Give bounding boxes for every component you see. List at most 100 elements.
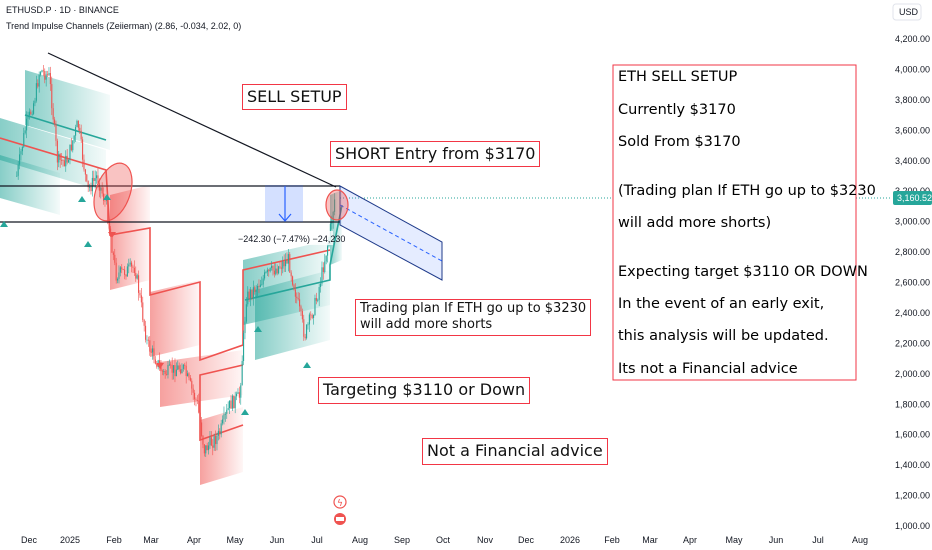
- candle-body: [173, 365, 175, 373]
- candle-body: [70, 144, 72, 151]
- candle-body: [304, 336, 306, 339]
- measure-range[interactable]: [265, 185, 303, 222]
- signal-markers: [0, 194, 311, 415]
- candle-body: [77, 120, 79, 128]
- price-tick-label: 2,000.00: [895, 369, 930, 379]
- analysis-box-text: ETH SELL SETUP Currently $3170 Sold From $…: [618, 69, 876, 377]
- candle-body: [164, 371, 166, 375]
- candle-body: [68, 160, 70, 163]
- time-tick-label: Sep: [394, 535, 410, 545]
- sell-setup-tag[interactable]: SELL SETUP: [242, 84, 347, 110]
- candle-body: [59, 153, 61, 160]
- candle-body: [103, 193, 105, 201]
- candle-body: [93, 177, 95, 181]
- candle-body: [285, 260, 287, 267]
- flash-icon[interactable]: [333, 495, 347, 509]
- candle-body: [19, 154, 21, 165]
- candle-body: [321, 267, 323, 284]
- candle-body: [332, 211, 334, 222]
- candle-body: [122, 269, 124, 270]
- candle-body: [84, 169, 86, 175]
- candle-body: [286, 260, 288, 264]
- candlestick-series[interactable]: [16, 64, 336, 457]
- candle-body: [90, 186, 92, 192]
- candle-body: [89, 186, 91, 188]
- price-tick-label: 3,400.00: [895, 156, 930, 166]
- candle-body: [96, 175, 98, 179]
- not-advice-tag[interactable]: Not a Financial advice: [422, 438, 608, 465]
- candle-body: [48, 73, 50, 75]
- descending-trendline[interactable]: [47, 52, 337, 188]
- analysis-box[interactable]: [612, 64, 857, 381]
- candle-body: [62, 160, 64, 161]
- channel-midline: [244, 204, 343, 301]
- candle-body: [195, 399, 197, 401]
- time-tick-label: Nov: [477, 535, 494, 545]
- candle-body: [34, 100, 36, 104]
- candle-body: [223, 414, 225, 420]
- candle-body: [163, 371, 165, 372]
- candle-body: [111, 236, 113, 253]
- candle-body: [69, 144, 71, 161]
- price-tick-label: 1,800.00: [895, 399, 930, 409]
- candle-body: [177, 365, 179, 370]
- time-tick-label: Dec: [518, 535, 535, 545]
- candle-body: [292, 276, 294, 285]
- candle-body: [199, 412, 201, 423]
- candle-body: [252, 287, 254, 298]
- candle-body: [101, 187, 103, 194]
- candle-body: [243, 333, 245, 361]
- buy-signal-icon: [0, 221, 8, 227]
- candle-body: [94, 178, 96, 181]
- time-tick-label: Jul: [311, 535, 323, 545]
- time-tick-label: Mar: [143, 535, 159, 545]
- price-tick-label: 1,200.00: [895, 491, 930, 501]
- candle-body: [125, 274, 127, 277]
- price-tick-label: 3,600.00: [895, 125, 930, 135]
- candle-body: [117, 278, 119, 281]
- candle-body: [24, 130, 26, 134]
- time-tick-label: Aug: [352, 535, 368, 545]
- buy-signal-icon: [103, 194, 111, 200]
- channel-red: [200, 407, 243, 485]
- currency-badge[interactable]: [892, 3, 922, 21]
- candle-body: [138, 275, 140, 293]
- candle-body: [98, 183, 100, 191]
- candle-body: [324, 261, 326, 273]
- candle-body: [245, 304, 247, 322]
- candle-body: [61, 159, 63, 161]
- candle-body: [17, 164, 19, 176]
- candle-body: [240, 385, 242, 398]
- candle-body: [278, 266, 280, 274]
- flag-icon-stripe: [336, 517, 344, 521]
- candle-body: [290, 272, 292, 277]
- measure-label-bg: [232, 231, 333, 245]
- analysis-box-line: ETH SELL SETUP: [618, 69, 737, 85]
- candle-body: [303, 319, 305, 337]
- currency-label: USD: [899, 7, 919, 17]
- candle-body: [129, 262, 131, 265]
- candle-body: [229, 400, 231, 409]
- candle-body: [272, 265, 274, 271]
- candle-body: [241, 360, 243, 386]
- short-entry-tag[interactable]: SHORT Entry from $3170: [330, 141, 541, 167]
- buy-signal-icon: [303, 362, 311, 368]
- candle-body: [33, 103, 35, 114]
- candle-body: [212, 445, 214, 448]
- analysis-box-line: Its not a Financial advice: [618, 361, 798, 377]
- candle-body: [293, 284, 295, 290]
- candle-body: [146, 339, 148, 341]
- candle-body: [189, 377, 191, 381]
- candle-body: [191, 380, 193, 389]
- trading-plan-tag[interactable]: Trading plan If ETH go up to $3230 will …: [355, 299, 592, 336]
- price-axis[interactable]: 4,200.00 4,000.00 3,800.00 3,600.00 3,400.00…: [895, 34, 930, 531]
- buy-signal-icon: [84, 241, 92, 247]
- targeting-tag[interactable]: Targeting $3110 or Down: [318, 377, 531, 404]
- trend-channels: [0, 70, 343, 485]
- candle-body: [135, 272, 137, 279]
- entry-circle[interactable]: [325, 189, 349, 221]
- time-axis[interactable]: Dec 2025 Feb Mar Apr May Jun Jul Aug Sep Oct Nov Dec…: [21, 535, 868, 545]
- candle-body: [219, 430, 221, 435]
- entry-circle[interactable]: [87, 158, 139, 226]
